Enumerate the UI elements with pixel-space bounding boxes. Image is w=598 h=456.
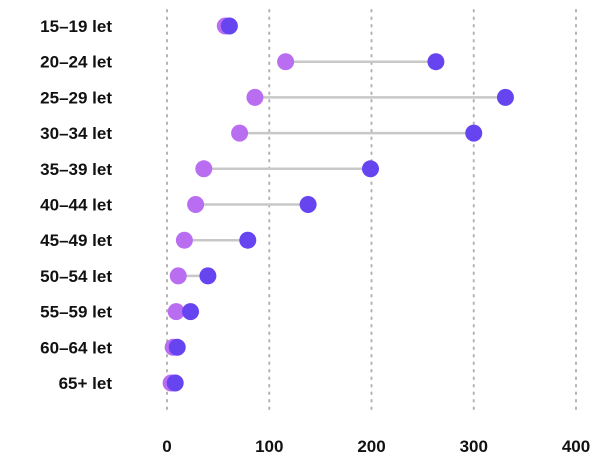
point-series-1	[187, 196, 204, 213]
point-series-2	[169, 339, 186, 356]
point-series-1	[176, 232, 193, 249]
category-label: 15–19 let	[40, 17, 112, 36]
category-label: 40–44 let	[40, 196, 112, 215]
category-label: 50–54 let	[40, 267, 112, 286]
category-label: 25–29 let	[40, 88, 112, 107]
point-series-2	[362, 160, 379, 177]
x-tick-label: 400	[562, 437, 590, 456]
point-series-2	[239, 232, 256, 249]
point-series-1	[277, 53, 294, 70]
category-label: 60–64 let	[40, 338, 112, 357]
category-label: 35–39 let	[40, 160, 112, 179]
connectors	[171, 26, 505, 383]
point-series-2	[465, 125, 482, 142]
point-series-1	[170, 267, 187, 284]
point-series-2	[167, 375, 184, 392]
category-label: 30–34 let	[40, 124, 112, 143]
point-series-1	[231, 125, 248, 142]
point-series-1	[195, 160, 212, 177]
category-label: 55–59 let	[40, 303, 112, 322]
point-series-1	[246, 89, 263, 106]
point-series-2	[182, 303, 199, 320]
category-label: 65+ let	[59, 374, 113, 393]
category-labels: 15–19 let 20–24 let 25–29 let 30–34 let 35–3…	[40, 17, 112, 393]
category-label: 20–24 let	[40, 53, 112, 72]
x-tick-label: 300	[460, 437, 488, 456]
x-tick-label: 200	[357, 437, 385, 456]
point-series-2	[221, 18, 238, 35]
x-tick-label: 0	[162, 437, 171, 456]
point-series-2	[427, 53, 444, 70]
x-tick-label: 100	[255, 437, 283, 456]
grid-lines	[167, 10, 576, 410]
point-series-2	[497, 89, 514, 106]
point-series-2	[300, 196, 317, 213]
x-axis-tick-labels: 0 100 200 300 400	[162, 437, 590, 456]
category-label: 45–49 let	[40, 231, 112, 250]
point-series-2	[199, 267, 216, 284]
